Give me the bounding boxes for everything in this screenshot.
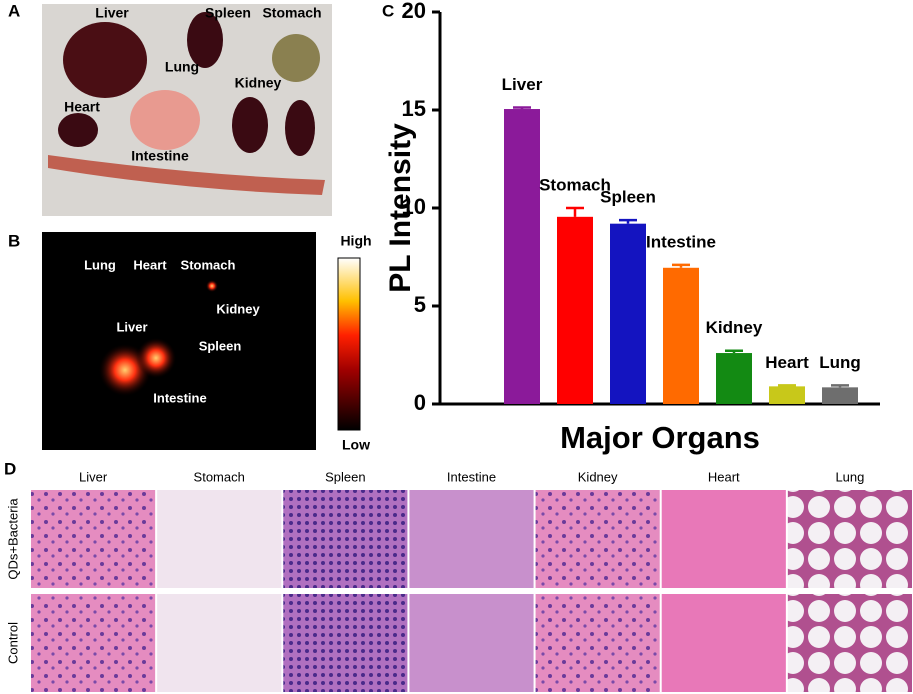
colorbar-label: Low [342, 437, 370, 453]
organ-label: Stomach [181, 257, 236, 272]
organ-label: Liver [116, 319, 147, 334]
y-tick-label: 20 [402, 0, 426, 23]
column-header: Liver [79, 469, 108, 484]
organ [48, 155, 325, 195]
y-tick-label: 5 [414, 292, 426, 317]
panel-label: C [382, 1, 394, 20]
bar-label: Stomach [539, 175, 611, 194]
histology-image [535, 490, 660, 588]
error-bar [725, 349, 743, 354]
organ [63, 22, 147, 98]
error-bar [672, 263, 690, 268]
organ-label: Heart [133, 257, 167, 272]
histology-image [787, 490, 912, 588]
colorbar-label: High [340, 233, 371, 249]
colorbar [337, 257, 361, 431]
column-header: Lung [835, 469, 864, 484]
fluorescence-spot [136, 338, 176, 378]
bar-label: Lung [819, 353, 861, 372]
histology-image [31, 490, 156, 588]
histology-image [157, 490, 282, 588]
histology-image [31, 594, 156, 692]
histology-image [283, 490, 408, 588]
organ [285, 100, 315, 156]
organ-label: Intestine [153, 390, 206, 405]
organ [130, 90, 200, 150]
bar-label: Kidney [706, 318, 763, 337]
bar-label: Intestine [646, 232, 716, 251]
bar [504, 109, 540, 405]
organ-label: Kidney [216, 301, 260, 316]
y-axis-title: PL Intensity [384, 123, 417, 293]
bar [610, 223, 646, 404]
error-bar [778, 384, 796, 387]
panel-label: B [8, 231, 20, 250]
organ-label: Kidney [235, 75, 282, 91]
organ-label: Liver [95, 5, 129, 21]
row-label: Control [5, 622, 20, 664]
x-axis-title: Major Organs [560, 420, 760, 455]
bar [663, 267, 699, 404]
fluorescence-spot [206, 280, 218, 292]
y-tick-label: 10 [402, 194, 426, 219]
row-label: QDs+Bacteria [5, 498, 20, 580]
error-bar [566, 206, 584, 217]
y-tick-label: 15 [402, 96, 426, 121]
organ-label: Heart [64, 99, 100, 115]
histology-image [787, 594, 912, 692]
histology-image [409, 594, 534, 692]
bar-label: Spleen [600, 188, 656, 207]
histology-image [409, 490, 534, 588]
fluorescence-image [42, 232, 316, 450]
organ [272, 34, 320, 82]
histology-image [283, 594, 408, 692]
histology-image [535, 594, 660, 692]
histology-image [157, 594, 282, 692]
histology-image [661, 594, 786, 692]
bar [716, 353, 752, 404]
organ [58, 113, 98, 147]
column-header: Heart [708, 469, 740, 484]
organ-label: Lung [165, 59, 199, 75]
panel-label: A [8, 1, 20, 20]
error-bar [513, 106, 531, 110]
column-header: Kidney [578, 469, 618, 484]
bar-label: Liver [502, 75, 543, 94]
organ-label: Spleen [205, 5, 251, 21]
column-header: Stomach [194, 469, 245, 484]
error-bar [619, 218, 637, 224]
bar [769, 386, 805, 404]
histology-image [661, 490, 786, 588]
organ-label: Intestine [131, 148, 189, 164]
organ [187, 12, 223, 68]
error-bar [831, 384, 849, 388]
organ [232, 97, 268, 153]
panel-label: D [4, 459, 16, 478]
organ-label: Lung [84, 257, 116, 272]
bar [557, 216, 593, 404]
column-header: Intestine [447, 469, 496, 484]
column-header: Spleen [325, 469, 365, 484]
bar [822, 387, 858, 404]
y-tick-label: 0 [414, 390, 426, 415]
organ-label: Spleen [199, 338, 242, 353]
organ-label: Stomach [262, 5, 321, 21]
bar-label: Heart [765, 353, 809, 372]
